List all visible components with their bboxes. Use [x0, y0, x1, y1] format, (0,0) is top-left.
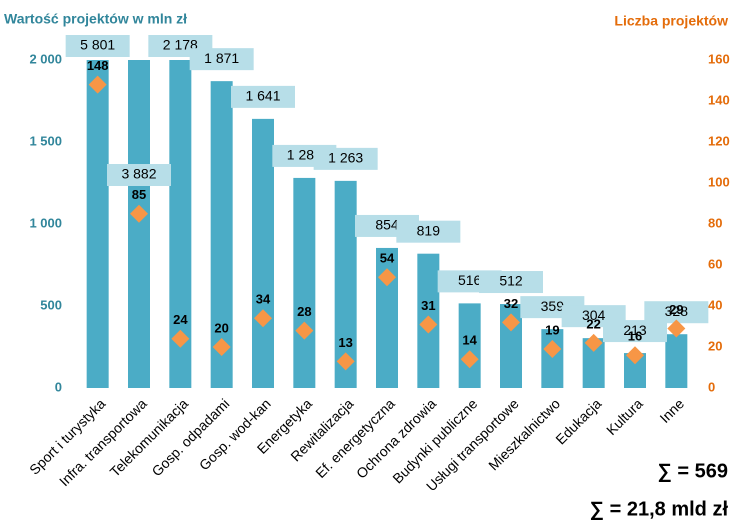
bar [458, 303, 481, 388]
x-tick-label: Edukacja [552, 395, 604, 447]
count-label: 19 [545, 322, 559, 337]
x-tick-label: Mieszkalnictwo [485, 395, 563, 473]
bar [376, 247, 398, 388]
count-label: 29 [669, 302, 683, 317]
value-label: 213 [623, 322, 647, 338]
diamond-marker [419, 315, 438, 334]
y2-tick-label: 0 [708, 379, 715, 394]
y-tick-label: 1 000 [29, 215, 62, 230]
value-label: 1 871 [204, 50, 239, 66]
bar [334, 180, 357, 388]
diamond-marker [171, 329, 190, 348]
diamond-marker [88, 75, 107, 94]
bar [541, 329, 564, 388]
count-label: 14 [462, 333, 477, 348]
y2-tick-label: 100 [708, 174, 730, 189]
y2-tick-label: 40 [708, 297, 722, 312]
diamond-marker [543, 340, 562, 359]
diamond-marker [336, 352, 355, 371]
count-label: 85 [132, 187, 146, 202]
y-tick-label: 1 500 [29, 133, 62, 148]
diamond-marker [502, 313, 520, 332]
value-label-box [479, 271, 543, 294]
count-label: 13 [338, 335, 352, 350]
y2-tick-label: 60 [708, 256, 722, 271]
diamond-marker [254, 309, 272, 328]
y2-tick-label: 20 [708, 338, 722, 353]
y2-tick-label: 160 [708, 51, 730, 66]
bar [624, 353, 646, 388]
bar [252, 118, 274, 388]
diamond-marker [378, 268, 396, 287]
count-label: 24 [173, 312, 188, 327]
x-tick-label: Gosp. wod-kan [196, 395, 274, 473]
bar [128, 60, 150, 389]
bar [665, 334, 688, 388]
diamond-marker [460, 350, 479, 369]
value-label: 819 [417, 222, 441, 238]
value-label: 1 641 [245, 88, 280, 104]
value-label: 1 281 [287, 147, 322, 163]
annotation: ∑ = 21,8 mld zł [590, 498, 729, 520]
y-axis-title: Wartość projektów w mln zł [4, 11, 187, 27]
value-label-box [65, 35, 130, 57]
value-label: 516 [458, 272, 482, 288]
count-label: 28 [297, 304, 311, 319]
value-label-box [231, 85, 295, 108]
y-tick-label: 0 [55, 379, 62, 394]
value-label-box [396, 220, 461, 243]
annotation: ∑ = 569 [658, 460, 728, 482]
diamond-marker [667, 319, 686, 338]
value-label: 3 882 [121, 166, 156, 182]
value-label: 512 [499, 273, 523, 289]
value-label: 2 178 [163, 37, 198, 53]
value-label: 304 [582, 307, 606, 323]
count-label: 31 [421, 298, 435, 313]
count-label: 34 [256, 292, 271, 307]
value-label: 854 [375, 217, 399, 233]
y2-tick-label: 80 [708, 215, 722, 230]
diamond-marker [130, 204, 148, 223]
x-tick-label: Inne [656, 395, 687, 426]
y-tick-label: 2 000 [29, 51, 62, 66]
value-label-box [313, 147, 378, 170]
value-label: 1 263 [328, 150, 363, 166]
value-label-box [107, 164, 171, 186]
diamond-marker [626, 346, 644, 365]
count-label: 16 [628, 329, 642, 344]
x-tick-label: Kultura [603, 395, 646, 438]
count-label: 20 [214, 320, 228, 335]
value-label: 328 [665, 303, 689, 319]
count-label: 22 [586, 316, 600, 331]
bar [210, 81, 233, 388]
diamond-marker [295, 321, 314, 340]
count-label: 32 [504, 296, 518, 311]
value-label-box [603, 320, 667, 343]
value-label-box [644, 301, 709, 324]
y-tick-label: 500 [40, 297, 62, 312]
bar [293, 177, 316, 388]
value-label: 5 801 [80, 37, 115, 53]
value-label: 359 [541, 298, 565, 314]
y2-tick-label: 120 [708, 133, 730, 148]
diamond-marker [584, 333, 603, 352]
bar [169, 60, 192, 388]
bar [86, 60, 109, 388]
y2-tick-label: 140 [708, 92, 730, 107]
count-label: 148 [87, 58, 109, 73]
diamond-marker [212, 338, 231, 356]
y2-axis-title: Liczba projektów [614, 13, 728, 29]
bar [582, 338, 605, 388]
value-label-box [189, 48, 254, 71]
count-label: 54 [380, 251, 395, 266]
